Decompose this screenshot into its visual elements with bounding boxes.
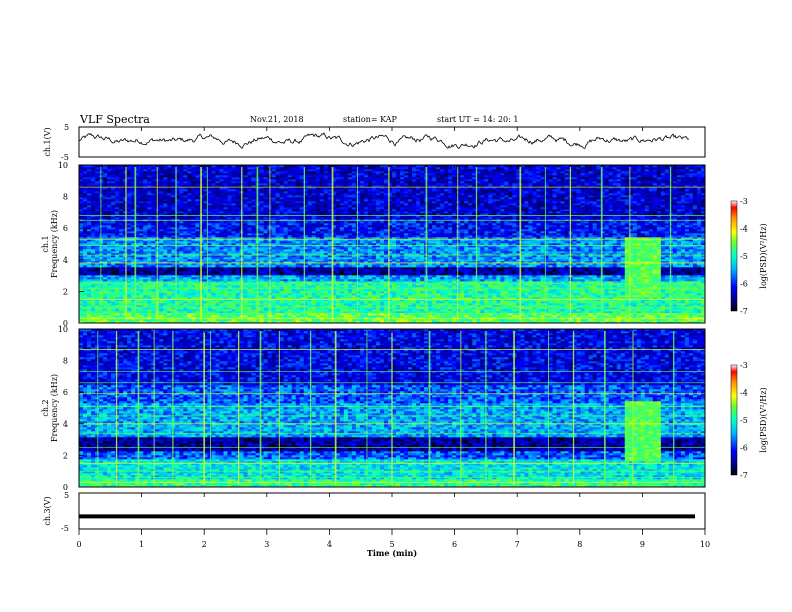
ch3-ytick-bottom: -5 [61, 524, 69, 533]
time-tick-label: 3 [264, 540, 269, 549]
colorbar-tick-label: -7 [740, 471, 748, 480]
colorbar-tick-label: -3 [740, 197, 748, 206]
time-axis: 0 1 2 3 4 5 6 7 8 9 10 [76, 127, 710, 549]
ch2-spec-ytick-label: 8 [63, 357, 68, 366]
ch1-spec-ytick-label: 10 [58, 161, 68, 170]
colorbar-ch2-label: log(PSD)(V²/Hz) [759, 387, 768, 452]
ch2-spectrogram-panel: 0 2 4 6 8 10 ch.2 Frequency (kHz) [41, 325, 706, 492]
colorbar-tick-label: -7 [740, 307, 748, 316]
ch1-spec-ytick-label: 4 [63, 256, 68, 265]
ch3-ylabel: ch.3(V) [43, 496, 52, 525]
time-tick-label: 0 [76, 540, 81, 549]
station-label: station= KAP [343, 115, 398, 124]
ch1-ylabel: ch.1(V) [43, 127, 52, 156]
time-tick-label: 2 [202, 540, 207, 549]
ch1-waveform-panel: 5 -5 ch.1(V) [43, 123, 706, 162]
ch1-spec-ytick-label: 2 [63, 287, 68, 296]
ch1-spectrogram-panel: 0 2 4 6 8 10 ch.1 Frequency (kHz) [41, 161, 706, 328]
ch2-spec-ylabel-channel: ch.2 [41, 399, 50, 416]
time-tick-label: 5 [389, 540, 394, 549]
ch1-spectrogram-image [79, 165, 706, 324]
start-time-label: start UT = 14: 20: 1 [437, 115, 518, 124]
time-tick-label: 8 [577, 540, 582, 549]
colorbar-ch1: -3 -4 -5 -6 -7 log(PSD)(V²/Hz) [730, 197, 768, 316]
ch1-spec-ytick-label: 6 [63, 224, 68, 233]
colorbar-tick-label: -4 [740, 225, 748, 234]
ch1-spec-ylabel-frequency: Frequency (kHz) [50, 210, 59, 278]
ch2-spectrogram-image [79, 329, 706, 488]
colorbar-tick-label: -5 [740, 252, 748, 261]
time-tick-label: 4 [327, 540, 332, 549]
ch1-waveform-trace [78, 132, 690, 150]
colorbar-ch2: -3 -4 -5 -6 -7 log(PSD)(V²/Hz) [730, 361, 768, 480]
ch1-ytick-bottom: -5 [61, 153, 69, 162]
time-tick-label: 9 [640, 540, 645, 549]
date-label: Nov.21, 2018 [250, 115, 304, 124]
ch1-spec-ylabel-channel: ch.1 [41, 235, 50, 252]
ch2-spec-ytick-label: 0 [63, 483, 68, 492]
colorbar-tick-label: -4 [740, 389, 748, 398]
ch2-spec-ytick-label: 4 [63, 420, 68, 429]
colorbar-tick-label: -6 [740, 280, 748, 289]
ch1-spec-ytick-label: 8 [63, 193, 68, 202]
ch2-spec-ytick-label: 10 [58, 325, 68, 334]
colorbar-tick-label: -6 [740, 444, 748, 453]
ch1-ytick-top: 5 [64, 123, 69, 132]
ch2-spec-ylabel-frequency: Frequency (kHz) [50, 374, 59, 442]
time-tick-label: 1 [139, 540, 144, 549]
colorbar-tick-label: -5 [740, 416, 748, 425]
figure-title: VLF Spectra [79, 113, 150, 126]
time-tick-label: 10 [700, 540, 710, 549]
colorbar-tick-label: -3 [740, 361, 748, 370]
ch3-ytick-top: 5 [64, 491, 69, 500]
ch2-spec-ytick-label: 2 [63, 451, 68, 460]
ch2-spec-ytick-label: 6 [63, 388, 68, 397]
time-tick-label: 6 [452, 540, 457, 549]
ch1-spec-ytick-label: 0 [63, 319, 68, 328]
time-tick-label: 7 [515, 540, 520, 549]
ch3-waveform-panel: 5 -5 ch.3(V) [43, 491, 706, 533]
time-axis-label: Time (min) [367, 548, 417, 558]
colorbar-ch1-label: log(PSD)(V²/Hz) [759, 223, 768, 288]
